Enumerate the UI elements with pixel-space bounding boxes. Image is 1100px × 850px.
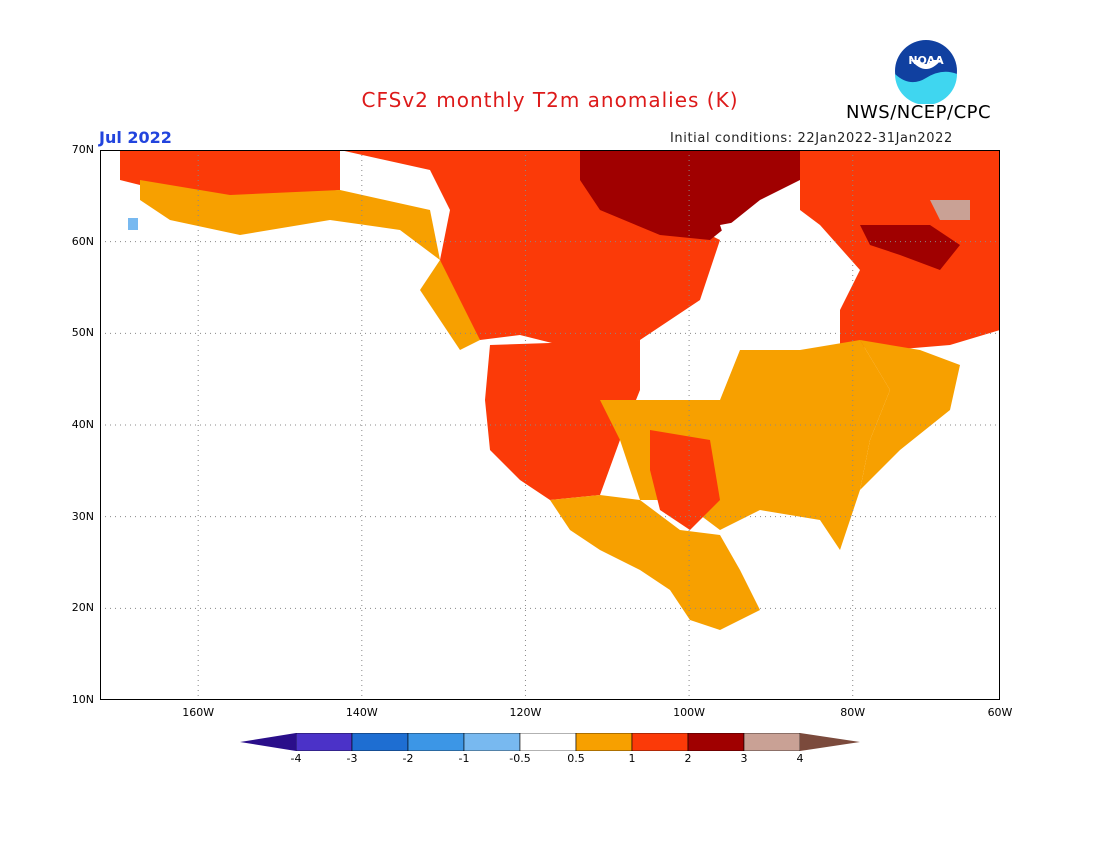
colorbar-low-arrow xyxy=(240,733,296,751)
colorbar-tick-label: 3 xyxy=(740,752,748,765)
forecast-month: Jul 2022 xyxy=(99,128,172,147)
colorbar-bin xyxy=(687,733,745,751)
colorbar xyxy=(240,733,860,751)
lat-label: 10N xyxy=(71,693,94,706)
colorbar-tick-label: -2 xyxy=(402,752,414,765)
colorbar-tick-label: -3 xyxy=(346,752,358,765)
lat-label: 30N xyxy=(71,509,94,523)
region-canada-arctic-archipelago xyxy=(580,150,800,240)
colorbar-bin xyxy=(295,733,353,751)
lat-label: 20N xyxy=(71,601,94,615)
colorbar-tick-label: 2 xyxy=(684,752,692,765)
colorbar-tick-label: -1 xyxy=(458,752,470,765)
region-baffin xyxy=(930,200,970,220)
colorbar-tick-label: 0.5 xyxy=(567,752,585,765)
colorbar-high-arrow xyxy=(800,733,860,751)
region-canada-west-edge xyxy=(420,260,480,350)
noaa-logo: NOAA xyxy=(893,38,959,105)
region-alaska-interior xyxy=(140,180,440,260)
graticule xyxy=(100,150,1000,700)
colorbar-bin xyxy=(519,733,577,751)
noaa-logo-text: NOAA xyxy=(908,54,944,67)
region-hudson-bay xyxy=(720,210,860,310)
colorbar-bin xyxy=(407,733,465,751)
map-title: CFSv2 monthly T2m anomalies (K) xyxy=(361,88,739,112)
region-northern-plains xyxy=(640,340,710,400)
lon-label: 100W xyxy=(673,706,706,719)
region-bering-west xyxy=(128,218,138,230)
colorbar-tick-label: 4 xyxy=(796,752,804,765)
region-labrador xyxy=(860,225,960,270)
lat-label: 70N xyxy=(71,143,94,156)
colorbar-tick-label: 1 xyxy=(628,752,636,765)
colorbar-tick-label: -4 xyxy=(290,752,302,765)
lat-label: 40N xyxy=(71,418,94,431)
colorbar-bin xyxy=(743,733,801,751)
lon-label: 160W xyxy=(182,706,215,719)
lon-label: 60W xyxy=(987,706,1013,719)
region-mexico xyxy=(550,495,760,630)
initial-conditions: Initial conditions: 22Jan2022-31Jan2022 xyxy=(670,131,953,146)
lon-label: 80W xyxy=(840,706,866,719)
region-us-east xyxy=(860,340,960,490)
lat-label: 50N xyxy=(71,326,94,340)
lon-label: 120W xyxy=(509,706,542,719)
colorbar-tick-label: -0.5 xyxy=(509,752,531,765)
colorbar-bin xyxy=(631,733,689,751)
lat-label: 60N xyxy=(71,234,94,248)
colorbar-bin xyxy=(463,733,521,751)
lon-label: 140W xyxy=(345,706,378,719)
anomaly-map xyxy=(100,150,1000,700)
region-southern-plains xyxy=(650,430,720,530)
colorbar-bin xyxy=(351,733,409,751)
region-us-west xyxy=(485,340,640,500)
org-label: NWS/NCEP/CPC xyxy=(846,102,992,123)
colorbar-bin xyxy=(575,733,633,751)
